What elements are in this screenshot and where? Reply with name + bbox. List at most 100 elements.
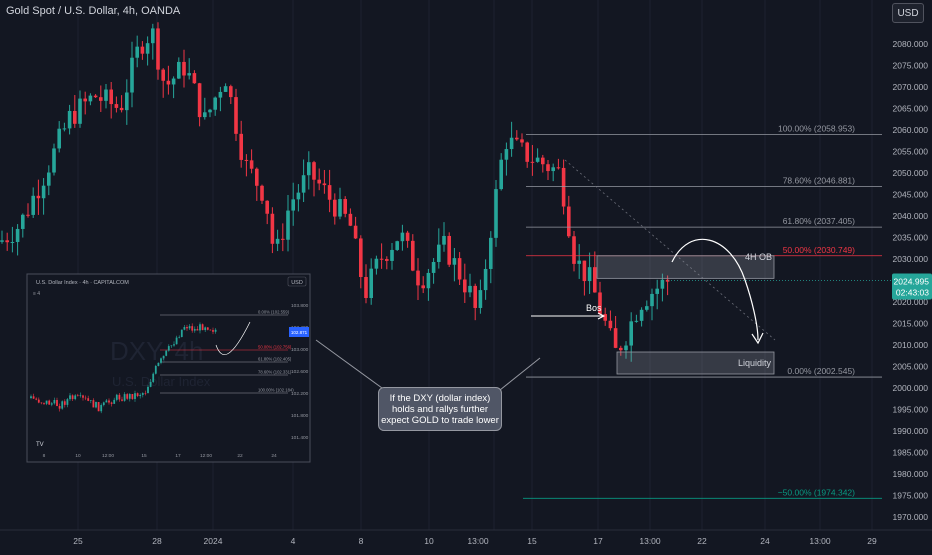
projection-arrowhead [751,332,764,345]
inset-price-label: 103.000 [291,347,309,353]
time-axis[interactable]: 25 28 2024 4 8 10 13:00 15 17 13:00 22 24 13:00 29 [0,529,932,546]
candle-body [229,86,233,98]
inset-candle-body [136,393,139,397]
inset-candle-body [154,365,157,374]
inset-time-label: 24 [271,453,277,459]
candle-body [546,164,550,172]
candle-body [447,235,451,265]
candle-body [593,267,597,293]
candle-body [145,43,150,54]
inset-candle-body [92,400,95,408]
candle-body [561,167,566,207]
candle-body [21,214,25,229]
currency-button[interactable]: USD [892,3,924,23]
time-tick-label: 25 [73,536,83,546]
time-tick-label: 15 [527,536,537,546]
price-tick-label: 2065.000 [893,104,929,114]
candle-body [296,192,301,200]
fib-label: 50.00% (2030.749) [783,245,855,255]
callout-line-1: If the DXY (dollar index) [389,392,491,404]
candle-body [317,179,321,184]
candle-body [598,292,602,315]
candle-body [665,279,670,282]
candle-body [338,199,342,217]
candle-body [343,199,347,214]
inset-candle-body [97,402,100,412]
inset-candle-body [113,399,116,404]
candle-body [109,89,113,105]
candle-body [10,242,15,244]
candle-body [608,320,613,329]
time-tick-label: 2024 [204,536,223,546]
time-tick-label: 28 [152,536,162,546]
liquidity-label: Liquidity [738,358,772,368]
inset-candle-body [121,399,123,401]
inset-candle-body [186,326,188,329]
inset-candle-body [126,394,129,399]
candle-body [57,128,61,149]
ob-label: 4H OB [745,252,772,262]
inset-time-label: 8 [43,453,46,459]
inset-candle-body [118,394,121,400]
candle-body [36,195,41,199]
candle-body [478,290,483,308]
candle-body [286,210,290,240]
candle-body [104,89,108,101]
price-tick-label: 2075.000 [893,61,929,71]
candle-body [660,279,665,289]
inset-price-label: 102.200 [291,391,309,397]
candle-body [281,238,285,240]
candle-body [587,267,592,282]
price-tick-label: 2000.000 [893,383,929,393]
inset-time-label: 12:00 [102,453,114,459]
inset-candle-body [165,350,168,356]
candle-body [177,61,181,79]
candle-body [0,240,4,242]
inset-frame [26,273,311,463]
candle-body [369,268,373,298]
inset-currency-label: USD [291,280,303,286]
price-tick-label: 1975.000 [893,491,929,501]
candle-body [520,139,524,143]
candle-body [619,347,623,351]
candle-body [629,321,633,346]
candle-body [509,137,514,150]
candle-body [405,232,410,241]
candle-body [208,109,212,113]
inset-candle-body [84,397,87,399]
inset-candle-body [131,394,134,399]
inset-fib-label: 61.80% (102.405) [258,357,292,362]
candle-body [67,110,72,129]
inset-candle-body [74,395,77,400]
price-axis[interactable]: 2080.000 2075.000 2070.000 2065.000 2060.000… [668,0,932,530]
fib-label: 0.00% (2002.545) [787,366,855,376]
candle-body [125,92,129,111]
candle-body [567,206,571,237]
inset-candle-body [193,329,196,331]
candle-body [379,258,384,260]
inset-candle-body [66,399,69,405]
price-tick-label: 2005.000 [893,362,929,372]
candle-body [603,314,607,321]
inset-candle-body [173,344,175,346]
candle-body [655,288,659,294]
candle-body [634,320,639,322]
inset-candle-body [128,394,131,399]
candle-body [151,28,155,44]
candle-body [426,272,431,289]
price-tick-label: 2045.000 [893,190,929,200]
candle-body [473,285,477,308]
candle-body [73,110,77,124]
price-tick-label: 2070.000 [893,82,929,92]
candle-body [327,185,332,200]
time-tick-label: 17 [593,536,603,546]
inset-candle-body [188,326,191,329]
candle-body [411,240,415,271]
candle-body [182,61,186,76]
candle-body [255,168,259,186]
candle-body [525,142,529,162]
inset-candle-body [144,393,147,394]
candle-body [468,285,472,293]
